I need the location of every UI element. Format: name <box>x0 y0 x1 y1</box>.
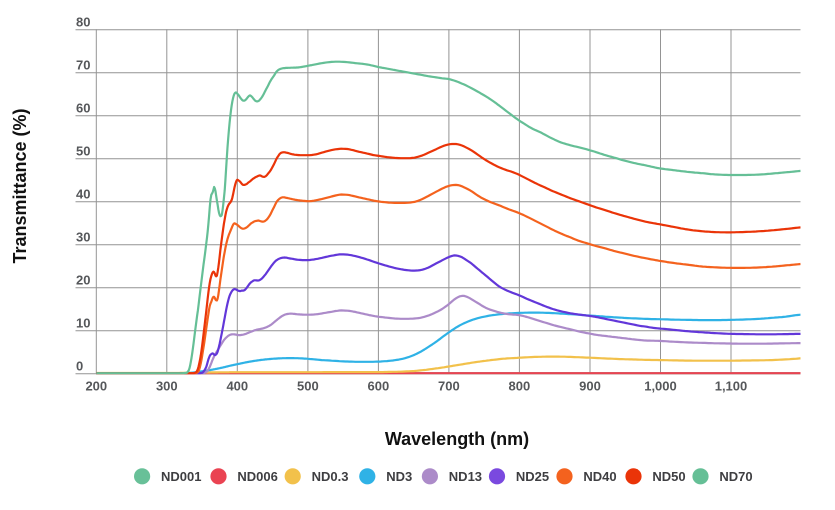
svg-text:60: 60 <box>76 101 90 116</box>
svg-text:ND006: ND006 <box>237 469 277 484</box>
svg-text:700: 700 <box>438 379 460 394</box>
svg-text:ND3: ND3 <box>386 469 412 484</box>
svg-text:300: 300 <box>156 379 178 394</box>
svg-text:ND40: ND40 <box>583 469 616 484</box>
svg-text:ND13: ND13 <box>449 469 482 484</box>
svg-text:900: 900 <box>579 379 601 394</box>
svg-text:30: 30 <box>76 230 90 245</box>
svg-text:10: 10 <box>76 316 90 331</box>
svg-text:Transmittance (%): Transmittance (%) <box>10 108 30 263</box>
svg-text:ND70: ND70 <box>719 469 752 484</box>
svg-text:0: 0 <box>76 359 83 374</box>
svg-text:50: 50 <box>76 144 90 159</box>
svg-text:ND0.3: ND0.3 <box>312 469 349 484</box>
svg-text:500: 500 <box>297 379 319 394</box>
svg-text:Wavelength (nm): Wavelength (nm) <box>385 429 529 449</box>
svg-text:400: 400 <box>226 379 248 394</box>
svg-text:ND25: ND25 <box>516 469 549 484</box>
svg-text:ND001: ND001 <box>161 469 201 484</box>
svg-text:ND50: ND50 <box>652 469 685 484</box>
svg-text:600: 600 <box>368 379 390 394</box>
svg-text:1,000: 1,000 <box>644 379 677 394</box>
svg-text:40: 40 <box>76 187 90 202</box>
svg-text:70: 70 <box>76 58 90 73</box>
svg-text:20: 20 <box>76 273 90 288</box>
svg-text:1,100: 1,100 <box>715 379 748 394</box>
svg-text:200: 200 <box>85 379 107 394</box>
svg-text:80: 80 <box>76 15 90 30</box>
svg-text:800: 800 <box>509 379 531 394</box>
